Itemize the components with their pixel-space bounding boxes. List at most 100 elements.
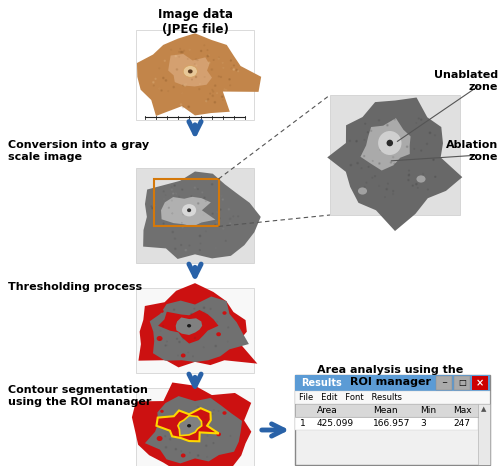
Ellipse shape [165, 80, 166, 81]
Ellipse shape [164, 436, 166, 437]
Ellipse shape [386, 140, 393, 146]
Ellipse shape [416, 183, 417, 185]
Ellipse shape [356, 141, 357, 142]
Ellipse shape [222, 311, 226, 315]
Ellipse shape [187, 208, 191, 212]
Ellipse shape [418, 118, 419, 119]
Ellipse shape [394, 163, 395, 164]
Ellipse shape [406, 146, 408, 147]
Ellipse shape [378, 120, 380, 121]
Ellipse shape [196, 65, 197, 66]
Ellipse shape [210, 308, 211, 309]
Ellipse shape [162, 77, 164, 79]
Ellipse shape [433, 159, 434, 160]
Ellipse shape [172, 193, 174, 194]
Ellipse shape [163, 191, 164, 192]
Text: Area: Area [317, 406, 338, 415]
Ellipse shape [386, 124, 388, 126]
Ellipse shape [189, 245, 190, 246]
Bar [454, 376, 470, 390]
Text: 1: 1 [300, 419, 306, 428]
Ellipse shape [181, 451, 182, 452]
Ellipse shape [218, 76, 220, 77]
Ellipse shape [229, 79, 230, 80]
Bar [136, 288, 254, 372]
Ellipse shape [180, 104, 182, 105]
Ellipse shape [168, 417, 170, 418]
Ellipse shape [230, 218, 231, 219]
Text: Unablated
zone: Unablated zone [434, 70, 498, 92]
Ellipse shape [159, 68, 160, 69]
Polygon shape [161, 197, 216, 226]
Ellipse shape [185, 249, 186, 251]
Ellipse shape [230, 60, 231, 61]
Ellipse shape [176, 338, 178, 339]
Text: Contour segmentation
using the ROI manager: Contour segmentation using the ROI manag… [8, 385, 152, 407]
Ellipse shape [176, 69, 178, 70]
Ellipse shape [207, 435, 208, 436]
Ellipse shape [216, 332, 221, 336]
Bar [330, 95, 460, 215]
Ellipse shape [151, 206, 152, 207]
Bar [295, 417, 478, 430]
Ellipse shape [408, 175, 410, 176]
Polygon shape [137, 33, 261, 116]
Ellipse shape [238, 224, 239, 225]
Ellipse shape [222, 199, 224, 200]
Ellipse shape [181, 353, 186, 357]
Ellipse shape [380, 149, 381, 151]
Polygon shape [138, 283, 258, 367]
Ellipse shape [175, 55, 176, 57]
Text: Thresholding process: Thresholding process [8, 282, 142, 292]
Ellipse shape [358, 187, 367, 195]
Ellipse shape [212, 95, 214, 96]
Polygon shape [360, 118, 410, 171]
Text: Area analysis using the
ROI manager: Area analysis using the ROI manager [317, 365, 463, 387]
Ellipse shape [392, 193, 394, 194]
Ellipse shape [220, 209, 221, 210]
Text: Mean: Mean [373, 406, 398, 415]
Ellipse shape [164, 60, 166, 61]
Ellipse shape [188, 69, 192, 74]
Ellipse shape [168, 207, 170, 208]
Ellipse shape [181, 330, 182, 332]
Ellipse shape [202, 421, 203, 423]
Ellipse shape [183, 66, 198, 77]
Ellipse shape [162, 326, 164, 327]
Ellipse shape [175, 193, 176, 194]
Ellipse shape [198, 203, 199, 204]
Text: 166.957: 166.957 [373, 419, 410, 428]
Ellipse shape [196, 210, 198, 211]
Ellipse shape [182, 51, 183, 53]
Ellipse shape [408, 170, 410, 171]
Ellipse shape [392, 191, 394, 192]
Ellipse shape [211, 69, 212, 70]
Ellipse shape [194, 337, 196, 338]
Ellipse shape [170, 439, 171, 440]
Ellipse shape [223, 228, 224, 229]
Ellipse shape [228, 209, 230, 210]
Polygon shape [143, 171, 260, 259]
Ellipse shape [364, 186, 365, 187]
Ellipse shape [236, 69, 238, 71]
Ellipse shape [175, 448, 176, 450]
Ellipse shape [213, 443, 214, 444]
Bar [436, 376, 452, 390]
Ellipse shape [215, 345, 216, 347]
Polygon shape [178, 416, 202, 436]
Bar [472, 376, 488, 390]
Polygon shape [328, 97, 462, 231]
Ellipse shape [210, 428, 211, 430]
Text: ×: × [476, 378, 484, 388]
Ellipse shape [204, 197, 205, 198]
Ellipse shape [155, 78, 156, 79]
Ellipse shape [160, 410, 164, 413]
Ellipse shape [165, 345, 166, 346]
Text: Results: Results [301, 378, 342, 388]
Ellipse shape [171, 49, 172, 50]
Ellipse shape [181, 453, 186, 458]
Polygon shape [176, 317, 202, 335]
Ellipse shape [224, 89, 225, 90]
Ellipse shape [161, 90, 162, 91]
Ellipse shape [187, 424, 191, 427]
